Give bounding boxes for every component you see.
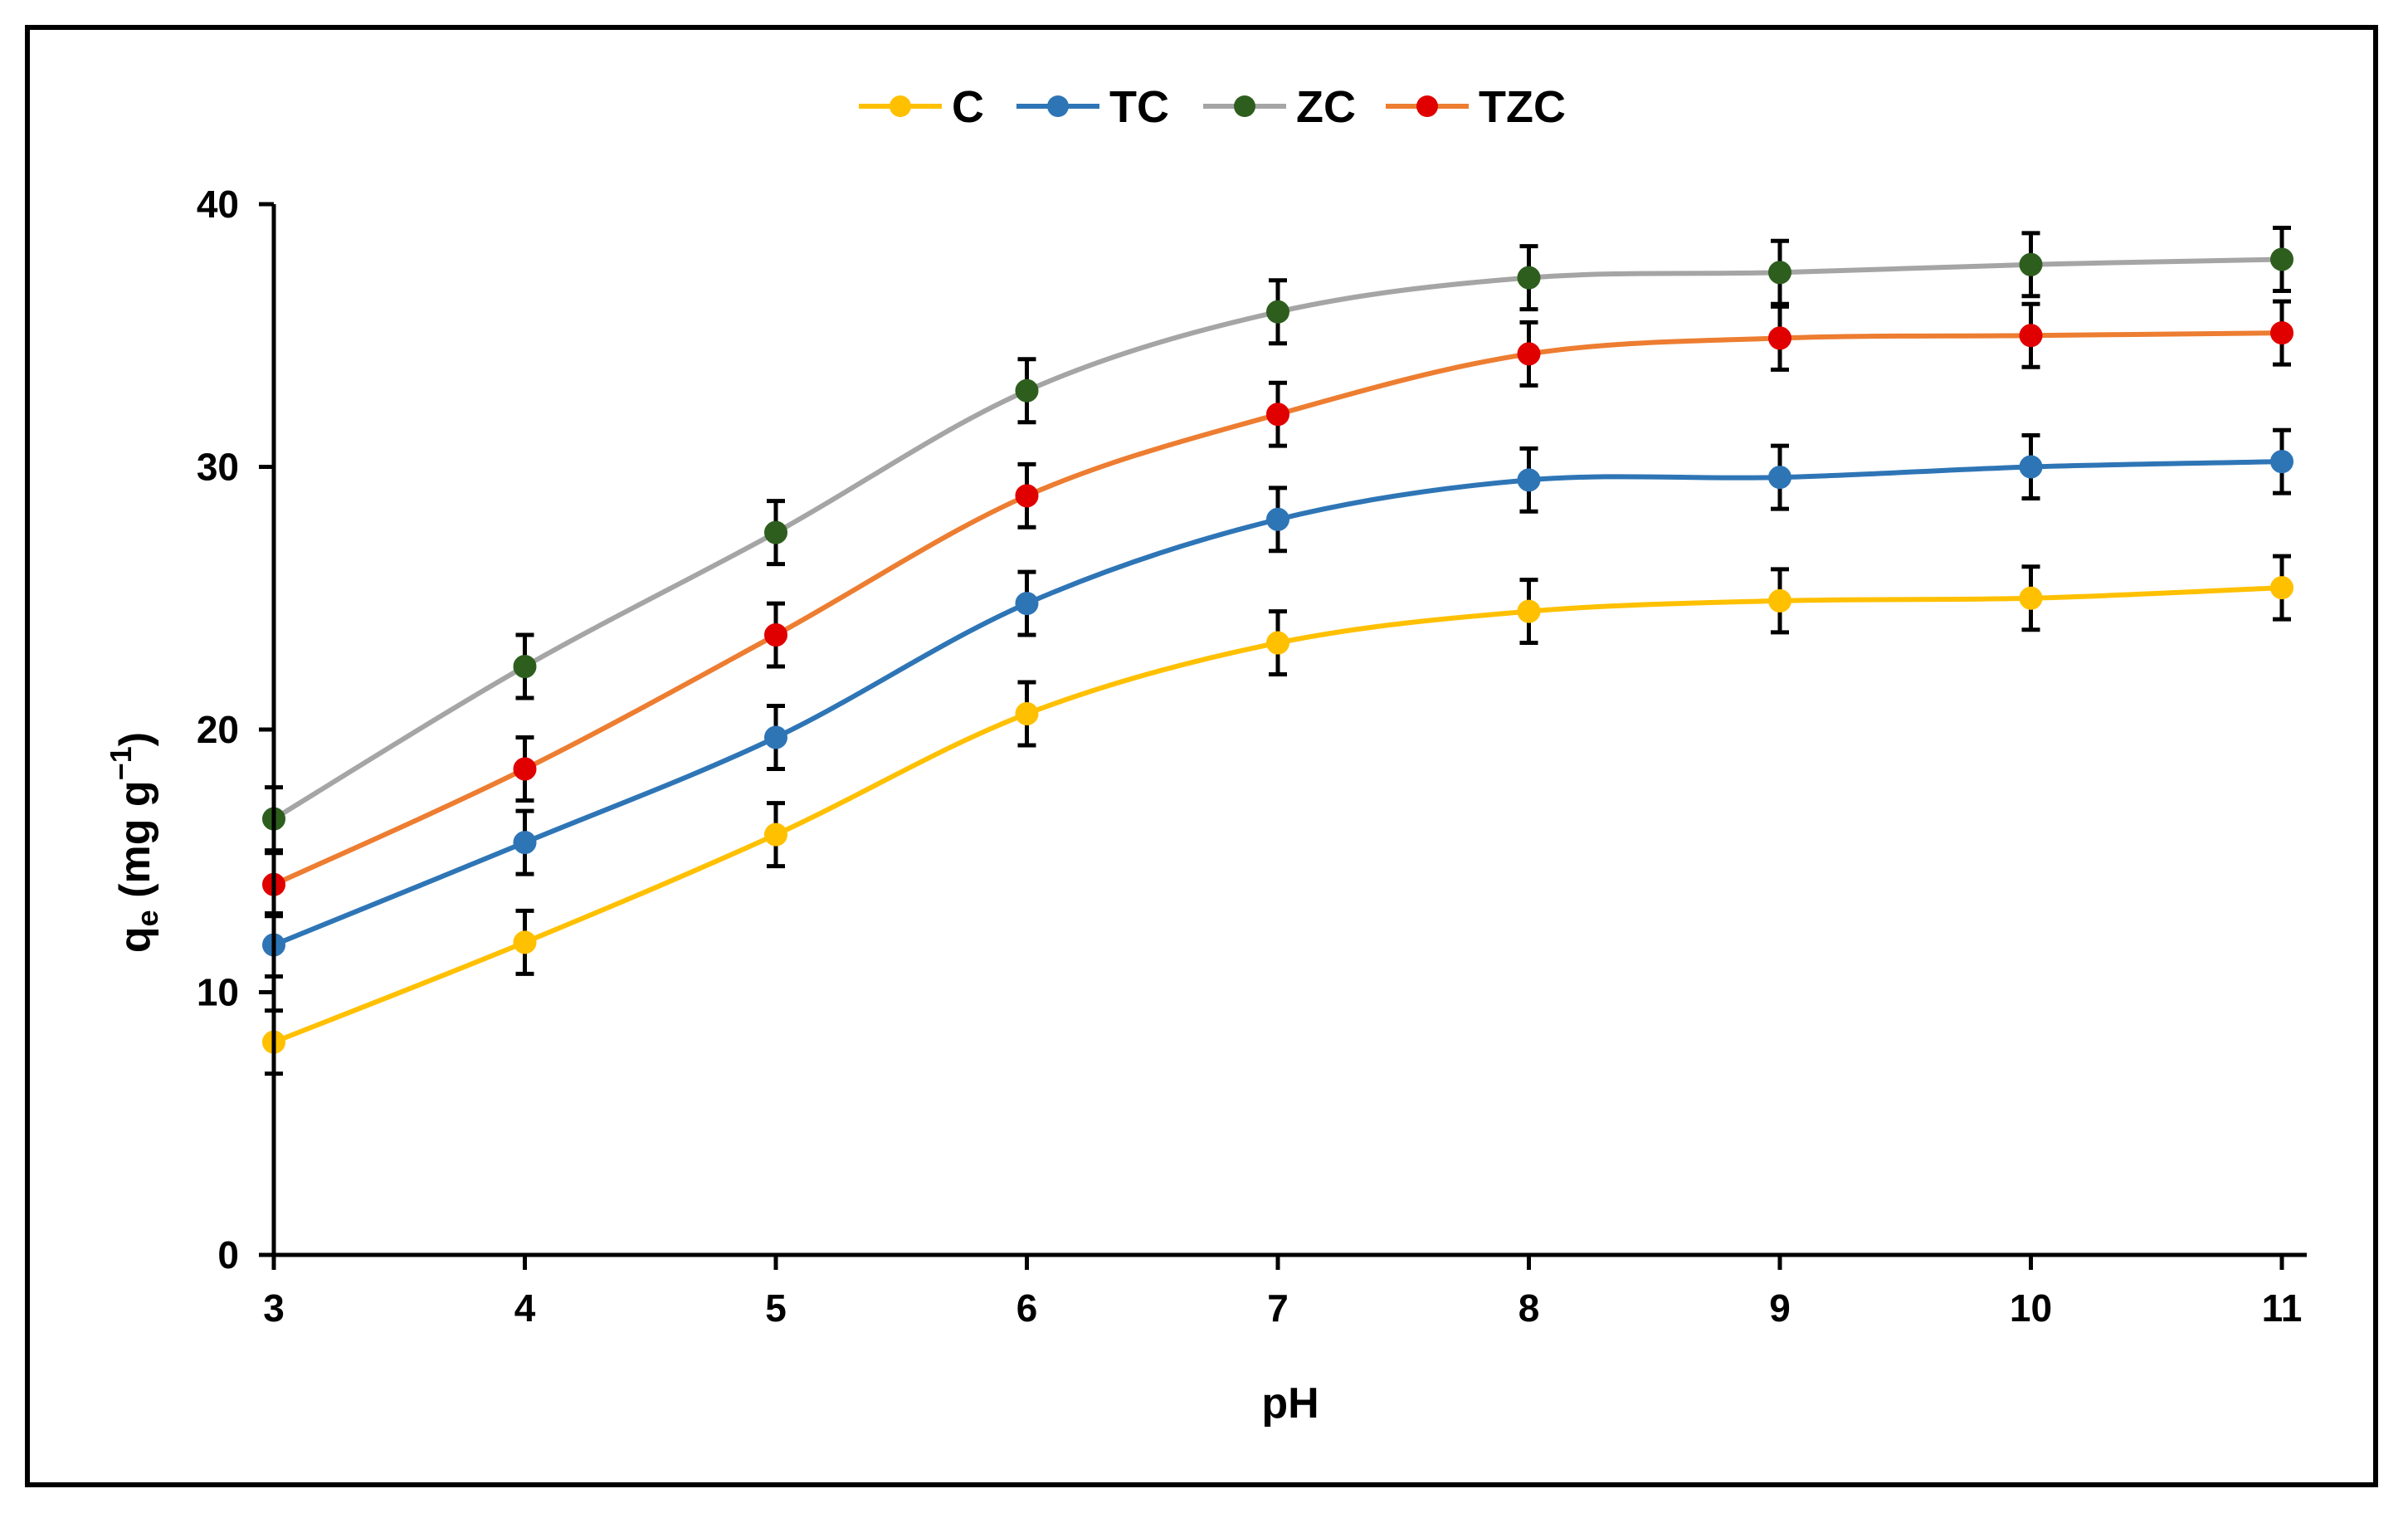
data-point-zc: [764, 520, 787, 544]
data-point-zc: [1768, 261, 1791, 285]
x-tick-label: 9: [1769, 1286, 1791, 1330]
data-point-c: [1768, 588, 1791, 613]
data-point-tc: [513, 831, 537, 855]
x-tick-label: 6: [1016, 1286, 1038, 1330]
y-axis-title: qe (mg g−1): [104, 732, 164, 953]
x-tick-label: 3: [263, 1286, 285, 1330]
legend-item-c: C: [859, 82, 984, 132]
x-tick-label: 7: [1267, 1286, 1289, 1330]
legend-item-tzc: TZC: [1386, 82, 1566, 132]
data-point-zc: [2270, 247, 2293, 271]
data-point-tzc: [764, 623, 787, 647]
y-axis-title-units-prefix: (mg g: [111, 780, 159, 910]
data-point-tzc: [1266, 403, 1289, 427]
data-point-c: [2270, 576, 2293, 600]
data-point-zc: [1517, 266, 1541, 290]
x-axis-title: pH: [1261, 1379, 1319, 1428]
x-tick-label: 4: [514, 1286, 536, 1330]
data-point-tzc: [2270, 321, 2293, 345]
legend-marker-tc: [1047, 95, 1069, 117]
data-point-tc: [2270, 450, 2293, 474]
legend-marker-zc: [1234, 95, 1255, 117]
y-axis-title-subscript: e: [130, 910, 164, 926]
data-point-zc: [1015, 378, 1039, 403]
legend-marker-tzc: [1416, 95, 1438, 117]
legend-label-c: C: [952, 82, 984, 132]
y-axis-title-units-superscript: −1: [104, 746, 138, 780]
x-tick-label: 5: [765, 1286, 787, 1330]
chart-frame: [25, 25, 2378, 1487]
legend-label-tzc: TZC: [1479, 82, 1566, 132]
data-point-tzc: [2019, 324, 2043, 348]
series-markers: [262, 247, 2293, 1054]
legend-label-tc: TC: [1109, 82, 1169, 132]
y-tick-label: 40: [197, 183, 239, 226]
data-point-tc: [1266, 507, 1289, 531]
axes: 0 10 20 30 40 3 4 5 6 7 8 9 10 11: [197, 183, 2307, 1330]
data-point-zc: [2019, 252, 2043, 276]
y-tick-label: 30: [197, 446, 239, 489]
data-point-c: [1266, 631, 1289, 655]
y-tick-label: 20: [197, 708, 239, 751]
y-tick-label: 0: [217, 1233, 239, 1276]
data-point-c: [764, 822, 787, 847]
x-tick-label: 10: [2010, 1286, 2052, 1330]
data-point-tc: [1517, 468, 1541, 492]
data-point-tc: [1768, 466, 1791, 490]
y-axis-title-units-suffix: ): [111, 732, 159, 746]
data-point-c: [513, 930, 537, 954]
x-tick-label: 11: [2262, 1286, 2303, 1330]
data-point-c: [2019, 586, 2043, 610]
data-point-tzc: [1517, 342, 1541, 366]
data-point-c: [1015, 702, 1039, 726]
data-point-zc: [513, 655, 537, 679]
y-axis-title-base: q: [111, 926, 159, 953]
data-point-zc: [1266, 300, 1289, 324]
legend: C TC ZC TZC: [859, 82, 1566, 132]
legend-item-tc: TC: [1016, 82, 1169, 132]
x-tick-label: 8: [1518, 1286, 1540, 1330]
data-point-tc: [2019, 455, 2043, 479]
legend-item-zc: ZC: [1203, 82, 1356, 132]
data-point-tzc: [1768, 326, 1791, 350]
data-point-tzc: [1015, 484, 1039, 508]
data-point-tc: [764, 725, 787, 749]
data-point-c: [1517, 599, 1541, 623]
legend-marker-c: [890, 95, 911, 117]
data-point-tc: [1015, 592, 1039, 616]
y-tick-label: 10: [197, 971, 239, 1014]
legend-label-zc: ZC: [1296, 82, 1356, 132]
data-point-tzc: [513, 757, 537, 781]
